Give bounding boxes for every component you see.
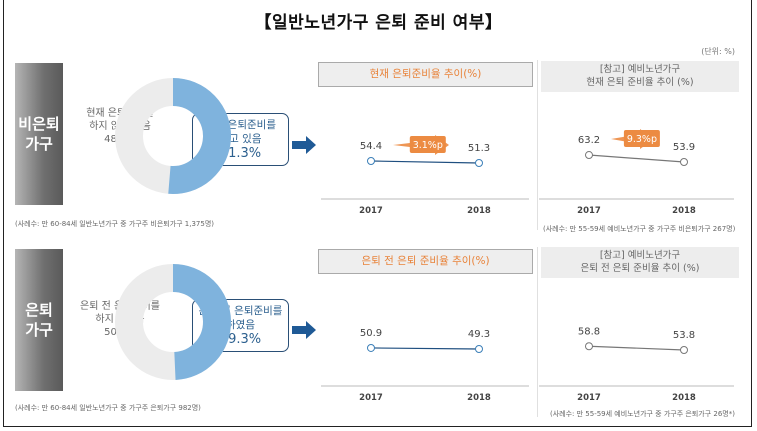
arrow-right-icon: [292, 321, 316, 339]
ref-chart-title: [참고] 예비노년가구 현재 은퇴 준비율 추이 (%): [541, 61, 739, 92]
ref-footnote: (사례수: 만 55-59세 예비노년가구 중 가구주 은퇴가구 26명*): [550, 410, 735, 418]
footnote: (사례수: 만 60-84세 일반노년가구 중 가구주 은퇴가구 982명): [15, 404, 201, 412]
callout-yes: 현재 은퇴준비를 하고 있음 51.3%: [192, 113, 289, 166]
unit-label: (단위: %): [701, 47, 735, 56]
footnote: (사례수: 만 60-84세 일반노년가구 중 가구주 비은퇴가구 1,375명…: [15, 220, 215, 228]
callout-yes: 은퇴 전 은퇴준비를 하였음 49.3%: [192, 299, 289, 352]
callout-pct: 49.3%: [219, 332, 262, 347]
arrow-right-icon: [292, 136, 316, 154]
donut-no-text: 현재 은퇴준비를 하지 않고 있음 48.7%: [70, 107, 170, 146]
donut-no-label: 은퇴 전 은퇴준비를 하지 않았음: [80, 301, 160, 325]
section-label-non-retired: 비은퇴 가구: [15, 63, 63, 205]
section-label-retired: 은퇴 가구: [15, 249, 63, 391]
donut-no-text: 은퇴 전 은퇴준비를 하지 않았음 50.7%: [70, 300, 170, 339]
callout-label: 현재 은퇴준비를 하고 있음: [205, 119, 276, 145]
mid-chart-title: 은퇴 전 은퇴 준비율 추이(%): [318, 249, 533, 274]
divider: [537, 60, 538, 230]
divider: [537, 247, 538, 417]
donut-no-pct: 48.7%: [104, 134, 136, 145]
ref-footnote: (사례수: 만 55-59세 예비노년가구 중 가구주 비은퇴가구 267명): [543, 225, 736, 233]
frame: [3, 0, 752, 427]
callout-pct: 51.3%: [219, 146, 262, 161]
mid-chart-title: 현재 은퇴준비율 추이(%): [318, 62, 533, 87]
donut-no-label: 현재 은퇴준비를 하지 않고 있음: [86, 108, 154, 132]
callout-label: 은퇴 전 은퇴준비를 하였음: [198, 305, 283, 331]
ref-chart-title: [참고] 예비노년가구 은퇴 전 은퇴 준비율 추이 (%): [541, 247, 739, 278]
page-title: 【일반노년가구 은퇴 준비 여부】: [254, 13, 503, 33]
donut-no-pct: 50.7%: [104, 327, 136, 338]
